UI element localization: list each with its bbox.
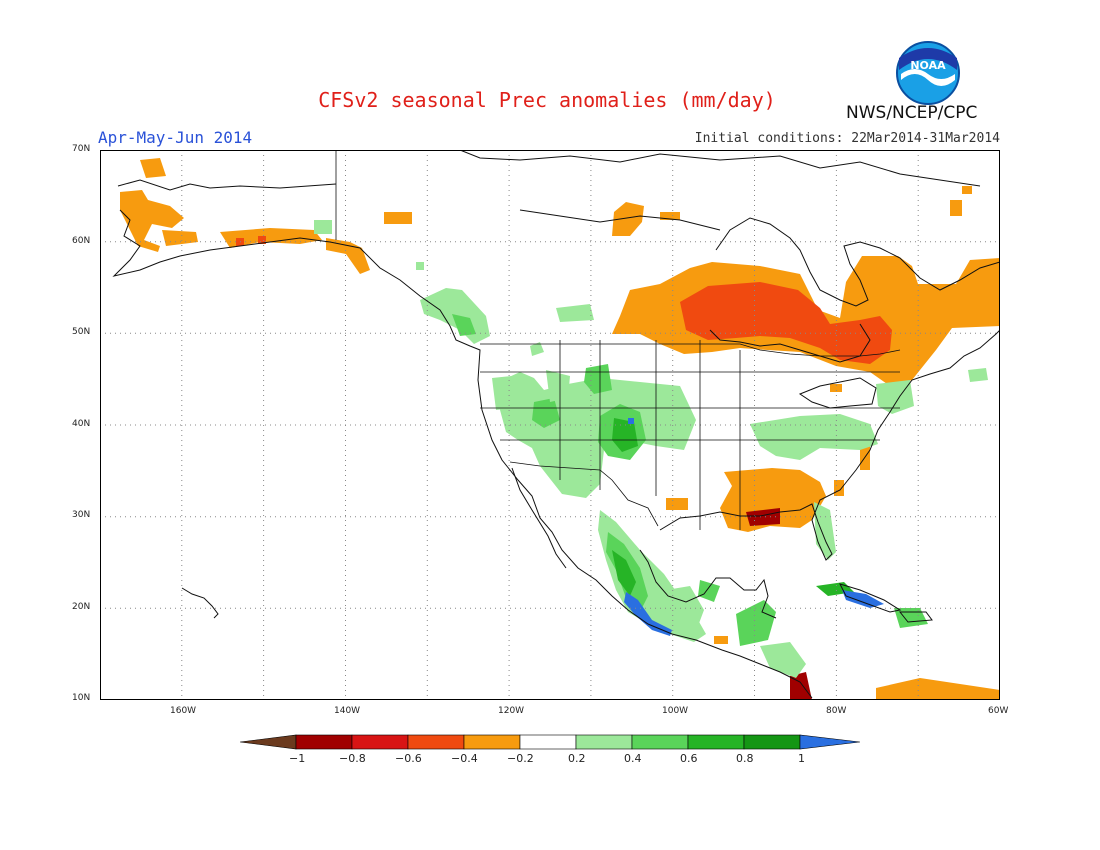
anomaly-region <box>326 238 370 274</box>
colorbar-label: 0.2 <box>568 752 586 765</box>
colorbar-label: 0.4 <box>624 752 642 765</box>
anomaly-region <box>416 262 424 270</box>
anomaly-region <box>750 414 878 460</box>
lat-label: 60N <box>72 236 91 246</box>
lon-label: 80W <box>826 706 847 716</box>
anomaly-region <box>814 502 836 560</box>
anomaly-region <box>950 200 962 216</box>
anomaly-region <box>666 498 688 510</box>
anomaly-region <box>624 592 672 636</box>
anomaly-region <box>660 212 680 220</box>
colorbar-label: −0.4 <box>451 752 478 765</box>
anomaly-region <box>746 508 780 526</box>
anomaly-region <box>736 600 776 646</box>
colorbar-segment <box>407 734 465 750</box>
lon-label: 140W <box>334 706 361 716</box>
anomaly-region <box>258 236 266 244</box>
anomaly-region <box>384 212 412 224</box>
anomaly-region <box>584 364 612 394</box>
lat-label: 30N <box>72 510 91 520</box>
anomaly-region <box>530 342 544 356</box>
colorbar-label: −0.6 <box>395 752 422 765</box>
anomaly-region <box>612 418 638 452</box>
colorbar-label: −0.2 <box>507 752 534 765</box>
colorbar-segment <box>799 734 861 750</box>
anomaly-region <box>842 590 884 608</box>
lat-label: 40N <box>72 419 91 429</box>
lat-label: 20N <box>72 602 91 612</box>
lon-label: 120W <box>498 706 525 716</box>
anomaly-region <box>714 636 728 644</box>
colorbar <box>239 733 861 755</box>
colorbar-segment <box>631 734 689 750</box>
anomaly-region <box>876 380 914 414</box>
colorbar-label: −1 <box>289 752 306 765</box>
colorbar-segment <box>687 734 745 750</box>
anomaly-region <box>698 580 720 602</box>
colorbar-label: 1 <box>798 752 805 765</box>
lon-label: 160W <box>170 706 197 716</box>
anomaly-region <box>968 368 988 382</box>
anomaly-region <box>628 418 634 424</box>
coastlines <box>112 149 1001 699</box>
colorbar-segment <box>519 734 577 750</box>
graticule <box>100 150 1000 700</box>
anomaly-region <box>140 158 166 178</box>
anomaly-region <box>314 220 332 234</box>
colorbar-segment <box>463 734 521 750</box>
season-label: Apr-May-Jun 2014 <box>98 128 253 147</box>
colorbar-label: −0.8 <box>339 752 366 765</box>
anomaly-region <box>532 398 560 428</box>
anomaly-region <box>834 480 844 496</box>
anomaly-region <box>760 642 806 678</box>
colorbar-segment <box>295 734 353 750</box>
agency-label: NWS/NCEP/CPC <box>846 103 978 123</box>
colorbar-label: 0.8 <box>736 752 754 765</box>
lat-label: 70N <box>72 144 91 154</box>
anomaly-region <box>546 370 570 402</box>
anomaly-region <box>492 376 514 410</box>
anomaly-region <box>452 314 476 336</box>
colorbar-segment <box>239 734 297 750</box>
anomaly-region <box>894 608 928 628</box>
colorbar-segment <box>351 734 409 750</box>
anomaly-region <box>120 190 184 252</box>
anomaly-region <box>612 202 644 236</box>
anomaly-region <box>962 186 972 194</box>
logo-text: NOAA <box>910 59 946 72</box>
political-boundaries <box>335 150 901 530</box>
anomaly-region <box>830 384 842 392</box>
colorbar-label: 0.6 <box>680 752 698 765</box>
lon-label: 60W <box>988 706 1009 716</box>
lat-label: 10N <box>72 693 91 703</box>
noaa-logo: NOAA <box>895 40 961 110</box>
anomaly-region <box>666 586 704 626</box>
anomaly-region <box>612 550 636 596</box>
lon-label: 100W <box>662 706 689 716</box>
lat-label: 50N <box>72 327 91 337</box>
colorbar-segment <box>743 734 801 750</box>
anomaly-region <box>162 230 198 246</box>
initial-conditions-label: Initial conditions: 22Mar2014-31Mar2014 <box>694 131 1000 146</box>
anomaly-region <box>220 228 322 248</box>
anomaly-region <box>680 282 892 364</box>
colorbar-segment <box>575 734 633 750</box>
anomaly-map <box>99 149 1001 704</box>
anomaly-region <box>790 672 812 700</box>
chart-title: CFSv2 seasonal Prec anomalies (mm/day) <box>318 88 776 112</box>
anomaly-region <box>876 678 1000 700</box>
anomaly-region <box>556 304 594 322</box>
